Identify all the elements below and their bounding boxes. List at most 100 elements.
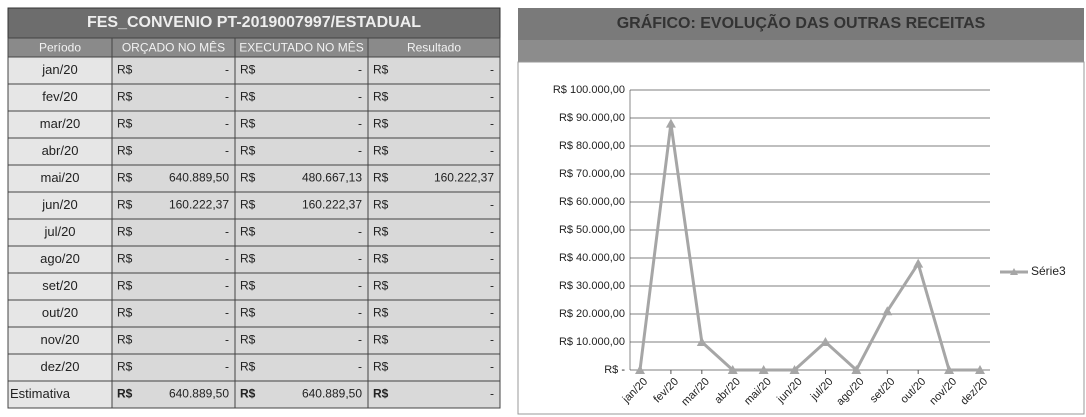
currency-text: R$ bbox=[240, 171, 256, 185]
series-line bbox=[638, 123, 980, 373]
currency-text: R$ bbox=[373, 333, 389, 347]
amount-text: 640.889,50 bbox=[169, 171, 229, 185]
y-tick-label: R$ 40.000,00 bbox=[559, 252, 625, 264]
currency-text: R$ bbox=[117, 387, 133, 401]
currency-text: R$ bbox=[373, 225, 389, 239]
amount-text: 480.667,13 bbox=[302, 171, 362, 185]
period-text: jul/20 bbox=[43, 224, 75, 239]
currency-text: R$ bbox=[240, 144, 256, 158]
value-cell bbox=[111, 218, 236, 247]
y-tick-label: R$ 30.000,00 bbox=[559, 280, 625, 292]
y-tick-label: R$ 10.000,00 bbox=[559, 336, 625, 348]
chart-sub-band bbox=[518, 40, 1084, 62]
currency-text: R$ bbox=[240, 387, 256, 401]
value-cell bbox=[111, 110, 236, 139]
currency-text: R$ bbox=[373, 198, 389, 212]
y-tick-label: R$ 100.000,00 bbox=[553, 84, 625, 96]
amount-text: - bbox=[225, 63, 229, 77]
value-cell bbox=[367, 137, 501, 166]
amount-text: 160.222,37 bbox=[169, 198, 229, 212]
currency-text: R$ bbox=[117, 225, 133, 239]
value-cell bbox=[234, 380, 369, 409]
amount-text: - bbox=[358, 279, 362, 293]
value-cell bbox=[367, 245, 501, 274]
amount-text: 160.222,37 bbox=[302, 198, 362, 212]
y-tick-label: R$ - bbox=[604, 364, 625, 376]
value-cell bbox=[234, 83, 369, 112]
period-cell bbox=[7, 164, 113, 193]
value-cell bbox=[234, 272, 369, 301]
period-cell bbox=[7, 56, 113, 85]
currency-text: R$ bbox=[117, 333, 133, 347]
chart-area bbox=[517, 61, 1085, 415]
value-cell bbox=[111, 191, 236, 220]
period-text: jan/20 bbox=[41, 62, 77, 77]
currency-text: R$ bbox=[117, 360, 133, 374]
period-cell bbox=[7, 299, 113, 328]
value-cell bbox=[234, 110, 369, 139]
table-title: FES_CONVENIO PT-2019007997/ESTADUAL bbox=[87, 14, 421, 31]
value-cell bbox=[234, 326, 369, 355]
amount-text: - bbox=[358, 360, 362, 374]
table-title-band bbox=[7, 7, 501, 39]
currency-text: R$ bbox=[240, 225, 256, 239]
amount-text: - bbox=[358, 306, 362, 320]
period-cell bbox=[7, 353, 113, 382]
amount-text: - bbox=[225, 90, 229, 104]
point-marker bbox=[727, 365, 738, 374]
currency-text: R$ bbox=[240, 63, 256, 77]
amount-text: - bbox=[358, 333, 362, 347]
point-marker bbox=[944, 365, 955, 374]
amount-text: - bbox=[358, 117, 362, 131]
point-marker bbox=[820, 337, 831, 346]
amount-text: - bbox=[225, 117, 229, 131]
amount-text: - bbox=[490, 144, 494, 158]
value-cell bbox=[111, 56, 236, 85]
period-text: mar/20 bbox=[40, 116, 80, 131]
currency-text: R$ bbox=[373, 90, 389, 104]
amount-text: - bbox=[490, 198, 494, 212]
point-marker bbox=[758, 365, 769, 374]
point-marker bbox=[913, 258, 924, 268]
value-cell bbox=[234, 164, 369, 193]
value-cell bbox=[367, 110, 501, 139]
amount-text: - bbox=[225, 252, 229, 266]
currency-text: R$ bbox=[240, 333, 256, 347]
amount-text: 640.889,50 bbox=[302, 387, 362, 401]
period-cell bbox=[7, 110, 113, 139]
point-marker bbox=[635, 365, 645, 374]
header-text: EXECUTADO NO MÊS bbox=[239, 40, 363, 55]
currency-text: R$ bbox=[117, 252, 133, 266]
y-tick-label: R$ 90.000,00 bbox=[559, 112, 625, 124]
amount-text: - bbox=[225, 225, 229, 239]
y-tick-label: R$ 70.000,00 bbox=[559, 168, 625, 180]
currency-text: R$ bbox=[373, 63, 389, 77]
period-cell bbox=[7, 326, 113, 355]
amount-text: - bbox=[490, 90, 494, 104]
y-tick-label: R$ 20.000,00 bbox=[559, 308, 625, 320]
value-cell bbox=[367, 218, 501, 247]
amount-text: - bbox=[490, 117, 494, 131]
amount-text: - bbox=[358, 225, 362, 239]
amount-text: - bbox=[358, 144, 362, 158]
currency-text: R$ bbox=[240, 360, 256, 374]
currency-text: R$ bbox=[240, 117, 256, 131]
currency-text: R$ bbox=[117, 117, 133, 131]
amount-text: - bbox=[490, 279, 494, 293]
currency-text: R$ bbox=[117, 279, 133, 293]
chart-title-band bbox=[518, 8, 1084, 40]
amount-text: - bbox=[225, 144, 229, 158]
value-cell bbox=[234, 137, 369, 166]
currency-text: R$ bbox=[117, 90, 133, 104]
currency-text: R$ bbox=[240, 252, 256, 266]
value-cell bbox=[367, 353, 501, 382]
period-text: fev/20 bbox=[42, 89, 77, 104]
value-cell bbox=[111, 353, 236, 382]
currency-text: R$ bbox=[117, 306, 133, 320]
period-text: ago/20 bbox=[40, 251, 80, 266]
amount-text: - bbox=[358, 252, 362, 266]
header-text: ORÇADO NO MÊS bbox=[122, 40, 225, 55]
header-text: Resultado bbox=[407, 41, 461, 55]
currency-text: R$ bbox=[240, 279, 256, 293]
